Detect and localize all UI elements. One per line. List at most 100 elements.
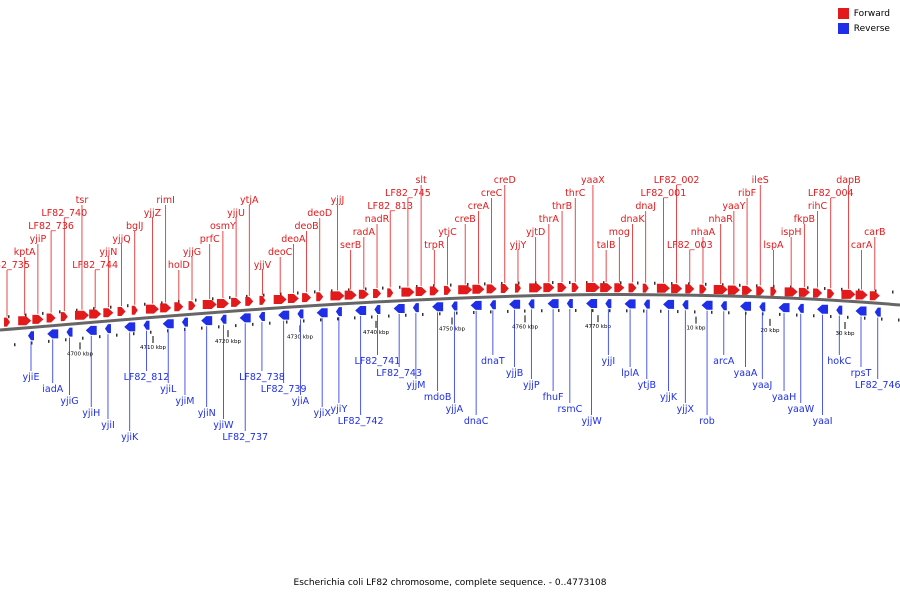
reverse-gene-label[interactable]: yjiM — [175, 396, 194, 407]
forward-gene-label[interactable]: talB — [597, 240, 616, 251]
reverse-gene-arrow[interactable] — [547, 299, 559, 309]
forward-gene-arrow[interactable] — [585, 283, 600, 293]
reverse-gene-arrow[interactable] — [566, 299, 573, 309]
forward-gene-label[interactable]: LF82_813 — [367, 201, 413, 212]
reverse-gene-label[interactable]: yjjA — [446, 404, 464, 415]
forward-gene-arrow[interactable] — [373, 289, 382, 299]
forward-gene-label[interactable]: serB — [340, 240, 361, 251]
reverse-gene-arrow[interactable] — [663, 299, 675, 309]
reverse-gene-label[interactable]: LF82_743 — [376, 368, 422, 379]
forward-gene-arrow[interactable] — [74, 310, 89, 320]
reverse-gene-arrow[interactable] — [220, 314, 227, 324]
forward-gene-label[interactable]: yjjZ — [144, 208, 162, 219]
forward-gene-label[interactable]: thrA — [539, 214, 560, 225]
reverse-gene-label[interactable]: yjiY — [331, 404, 348, 415]
forward-gene-label[interactable]: dapB — [836, 175, 860, 186]
reverse-gene-label[interactable]: LF82_739 — [261, 384, 307, 395]
forward-gene-label[interactable]: ispH — [781, 227, 802, 238]
forward-gene-arrow[interactable] — [827, 289, 835, 299]
forward-gene-arrow[interactable] — [656, 283, 670, 293]
reverse-gene-label[interactable]: yjjP — [523, 380, 540, 391]
reverse-gene-arrow[interactable] — [624, 299, 636, 309]
forward-gene-arrow[interactable] — [713, 285, 728, 295]
reverse-gene-arrow[interactable] — [509, 299, 521, 309]
forward-gene-arrow[interactable] — [444, 285, 451, 295]
reverse-gene-label[interactable]: LF82_746 — [855, 380, 900, 391]
reverse-gene-arrow[interactable] — [355, 306, 367, 316]
forward-gene-arrow[interactable] — [600, 283, 613, 293]
forward-gene-label[interactable]: nhaA — [691, 227, 716, 238]
reverse-gene-arrow[interactable] — [162, 319, 174, 329]
forward-gene-arrow[interactable] — [316, 292, 324, 302]
reverse-gene-arrow[interactable] — [874, 307, 881, 317]
reverse-gene-arrow[interactable] — [470, 300, 482, 310]
forward-gene-label[interactable]: LF82_002 — [654, 175, 700, 186]
forward-gene-arrow[interactable] — [514, 283, 521, 293]
forward-gene-label[interactable]: yjjY — [510, 240, 527, 251]
reverse-gene-label[interactable]: yjiH — [82, 408, 100, 419]
forward-gene-label[interactable]: rihC — [808, 201, 828, 212]
reverse-gene-label[interactable]: rsmC — [557, 404, 582, 415]
forward-gene-label[interactable]: yjjV — [254, 260, 272, 271]
forward-gene-arrow[interactable] — [727, 285, 740, 295]
forward-gene-arrow[interactable] — [387, 288, 394, 298]
forward-gene-arrow[interactable] — [287, 294, 299, 304]
forward-gene-label[interactable]: deoB — [294, 221, 318, 232]
reverse-gene-label[interactable]: rob — [699, 416, 715, 427]
forward-gene-arrow[interactable] — [46, 313, 56, 323]
reverse-gene-label[interactable]: LF82_741 — [355, 356, 401, 367]
forward-gene-arrow[interactable] — [529, 283, 543, 293]
forward-gene-label[interactable]: LF82_735 — [0, 260, 30, 271]
reverse-gene-label[interactable]: LF82_742 — [338, 416, 384, 427]
reverse-gene-label[interactable]: dnaT — [481, 356, 505, 367]
reverse-gene-arrow[interactable] — [374, 304, 381, 314]
reverse-gene-label[interactable]: yjiL — [160, 384, 177, 395]
reverse-gene-label[interactable]: LF82_737 — [222, 432, 268, 443]
reverse-gene-arrow[interactable] — [66, 327, 73, 337]
forward-gene-arrow[interactable] — [160, 303, 172, 313]
reverse-gene-arrow[interactable] — [682, 300, 689, 310]
forward-gene-label[interactable]: yjjU — [227, 208, 245, 219]
reverse-gene-label[interactable]: fhuF — [543, 392, 564, 403]
forward-gene-label[interactable]: LF82_736 — [28, 221, 74, 232]
forward-gene-label[interactable]: yjjQ — [112, 234, 130, 245]
reverse-gene-label[interactable]: mdoB — [424, 392, 452, 403]
reverse-gene-label[interactable]: iadA — [42, 384, 63, 395]
forward-gene-arrow[interactable] — [60, 312, 68, 322]
forward-gene-label[interactable]: tsr — [76, 195, 89, 206]
reverse-gene-arrow[interactable] — [432, 302, 444, 312]
forward-gene-arrow[interactable] — [32, 314, 44, 324]
forward-gene-label[interactable]: lspA — [763, 240, 784, 251]
forward-gene-label[interactable]: LF82_745 — [385, 188, 431, 199]
forward-gene-label[interactable]: bglJ — [126, 221, 144, 232]
forward-gene-arrow[interactable] — [671, 284, 683, 294]
reverse-gene-arrow[interactable] — [528, 299, 535, 309]
forward-gene-arrow[interactable] — [216, 298, 229, 308]
forward-gene-arrow[interactable] — [358, 289, 369, 299]
reverse-gene-label[interactable]: ytjB — [638, 380, 657, 391]
forward-gene-arrow[interactable] — [869, 291, 880, 301]
forward-gene-label[interactable]: ileS — [752, 175, 769, 186]
forward-gene-label[interactable]: deoD — [307, 208, 332, 219]
forward-gene-label[interactable]: rimI — [156, 195, 175, 206]
forward-gene-label[interactable]: prfC — [200, 234, 220, 245]
forward-gene-label[interactable]: radA — [353, 227, 376, 238]
forward-gene-label[interactable]: yjtD — [526, 227, 545, 238]
forward-gene-arrow[interactable] — [4, 317, 10, 327]
forward-gene-label[interactable]: holD — [168, 260, 190, 271]
reverse-gene-arrow[interactable] — [489, 300, 496, 310]
forward-gene-label[interactable]: LF82_740 — [41, 208, 87, 219]
forward-gene-arrow[interactable] — [145, 304, 159, 314]
reverse-gene-arrow[interactable] — [85, 325, 97, 335]
forward-gene-arrow[interactable] — [756, 286, 765, 296]
forward-gene-arrow[interactable] — [699, 284, 707, 294]
reverse-gene-label[interactable]: dnaC — [464, 416, 489, 427]
forward-gene-label[interactable]: LF82_003 — [667, 240, 713, 251]
forward-gene-label[interactable]: dnaJ — [635, 201, 656, 212]
reverse-gene-arrow[interactable] — [836, 305, 843, 315]
reverse-gene-label[interactable]: yjiX — [313, 408, 331, 419]
reverse-gene-arrow[interactable] — [28, 331, 34, 341]
reverse-gene-label[interactable]: LF82_738 — [239, 372, 285, 383]
reverse-gene-arrow[interactable] — [740, 301, 752, 311]
forward-gene-label[interactable]: thrC — [565, 188, 586, 199]
